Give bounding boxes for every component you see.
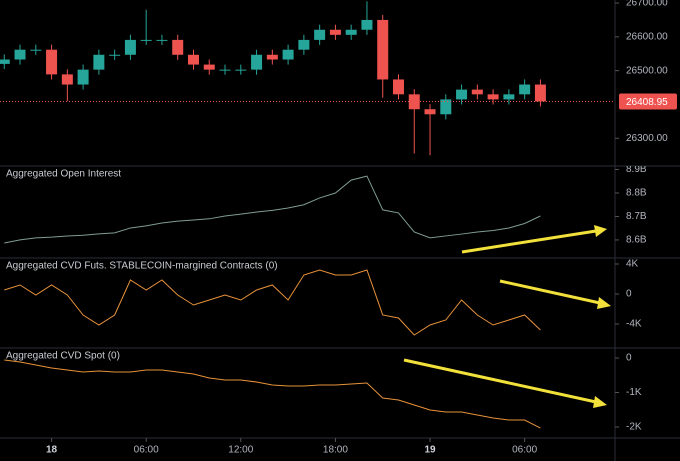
- y-tick-label: 0: [626, 353, 632, 364]
- candle-body: [172, 39, 184, 55]
- candle-body: [471, 89, 483, 95]
- panel: 8.6B 8.7B 8.8B 8.9B: [4, 164, 647, 246]
- y-tick-label: 26600.00: [626, 31, 668, 42]
- y-tick-label: 4K: [626, 259, 639, 270]
- y-tick-label: 8.8B: [626, 188, 647, 199]
- y-tick-label: -4K: [626, 319, 642, 330]
- line-series: [4, 175, 541, 244]
- candle-body: [298, 39, 310, 50]
- x-tick-label: 19: [424, 445, 436, 456]
- arrow: [403, 358, 597, 404]
- candle-body: [93, 54, 105, 70]
- candle-body: [30, 49, 42, 51]
- y-tick-label: 8.9B: [626, 164, 647, 175]
- candle-body: [534, 84, 546, 102]
- candle-body: [456, 89, 468, 100]
- candle-body: [14, 49, 26, 60]
- candle-body: [77, 69, 89, 85]
- panel-title: Aggregated CVD Futs. STABLECOIN-margined…: [6, 261, 278, 272]
- candle-body: [519, 84, 531, 95]
- arrow: [461, 229, 597, 254]
- x-tick-label: 18:00: [323, 445, 348, 456]
- candle-body: [235, 69, 247, 71]
- line-series: [4, 359, 541, 429]
- x-tick-label: 06:00: [512, 445, 537, 456]
- candle-body: [140, 39, 152, 41]
- y-tick-label: -1K: [626, 387, 642, 398]
- y-tick-label: 26700.00: [626, 0, 668, 9]
- candle-body: [124, 39, 136, 55]
- panel: 26300.00 26500.00 26600.00 26700.00 26408.95: [0, 0, 677, 156]
- panel-title: Aggregated Open Interest: [6, 169, 121, 180]
- candle-body: [377, 19, 389, 80]
- candle-body: [503, 94, 515, 100]
- candle-body: [109, 54, 121, 56]
- candle-body: [345, 29, 357, 35]
- line-series: [4, 269, 541, 336]
- x-tick-label: 06:00: [134, 445, 159, 456]
- candle-body: [156, 39, 168, 41]
- annotation-arrows: [403, 225, 611, 408]
- candle-body: [440, 99, 452, 115]
- candle-body: [314, 29, 326, 40]
- candle-body: [424, 109, 436, 115]
- panel: -2K -1K 0: [4, 353, 642, 433]
- candle-body: [61, 74, 73, 85]
- y-tick-label: -2K: [626, 422, 642, 433]
- candle-body: [487, 94, 499, 100]
- arrow-head: [594, 225, 607, 237]
- candle-body: [187, 54, 199, 65]
- arrow: [499, 279, 601, 305]
- candle-body: [329, 29, 341, 35]
- x-tick-label: 18: [46, 445, 58, 456]
- panel-title: Aggregated CVD Spot (0): [6, 351, 120, 362]
- arrow-head: [597, 297, 611, 309]
- y-tick-label: 8.6B: [626, 235, 647, 246]
- panel: -4K 0 4K: [4, 259, 642, 336]
- candle-body: [219, 69, 231, 71]
- y-tick-label: 8.7B: [626, 211, 647, 222]
- candle-body: [392, 79, 404, 95]
- y-tick-label: 26300.00: [626, 133, 668, 144]
- x-tick-label: 12:00: [228, 445, 253, 456]
- last-price-label: 26408.95: [626, 97, 668, 108]
- y-tick-label: 26500.00: [626, 65, 668, 76]
- candle-body: [46, 49, 58, 75]
- candle-body: [203, 64, 215, 70]
- candle-body: [282, 49, 294, 60]
- candle-body: [361, 19, 373, 30]
- candle-body: [266, 54, 278, 60]
- candle-body: [251, 54, 263, 70]
- candle-body: [0, 59, 10, 64]
- arrow-head: [593, 396, 607, 408]
- last-price-badge: [619, 93, 677, 110]
- y-tick-label: 0: [626, 289, 632, 300]
